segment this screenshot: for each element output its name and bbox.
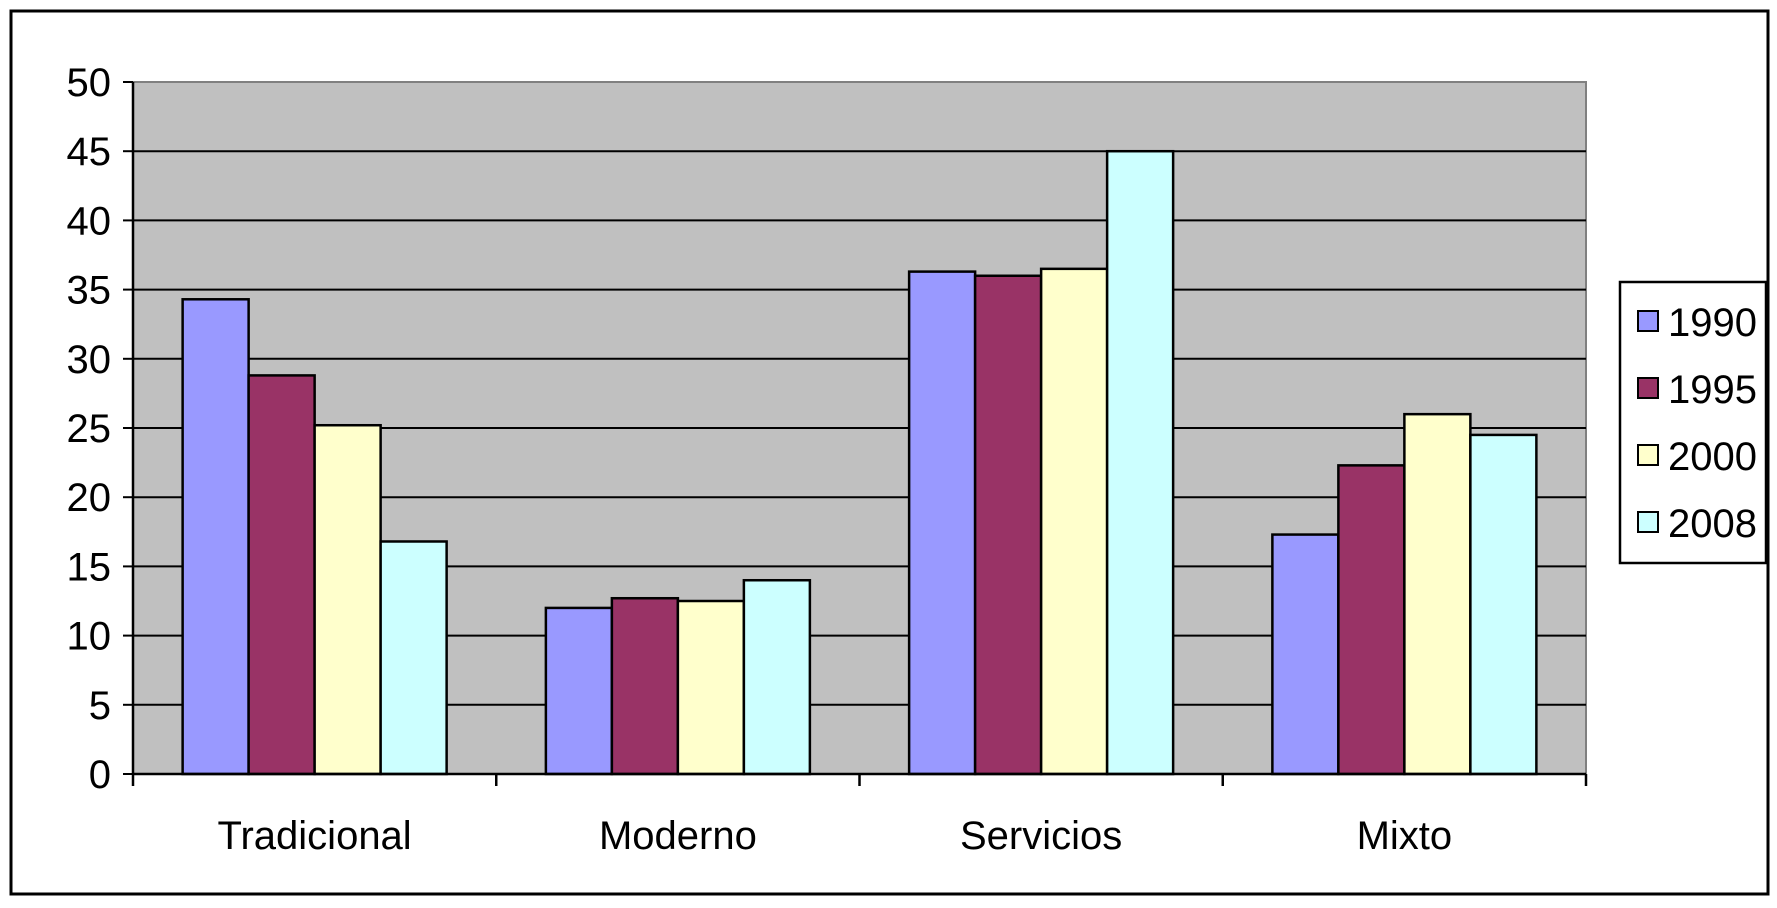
legend-label-2000: 2000 [1668,435,1757,479]
x-category-label: Tradicional [218,814,412,858]
y-tick-label: 0 [89,753,111,797]
bar-1995-tradicional [247,374,316,776]
legend-swatch-1995 [1637,377,1659,399]
bar-1990-mixto [1271,533,1340,776]
legend-swatch-1990 [1637,310,1659,332]
bar-2000-tradicional [313,423,382,776]
bar-2008-mixto [1469,433,1538,776]
y-tick-label: 20 [67,476,112,520]
bar-2000-servicios [1039,267,1109,776]
bar-1995-servicios [973,274,1043,776]
bar-2000-moderno [676,599,746,776]
bar-2008-tradicional [379,540,448,776]
y-tick-label: 40 [67,199,112,243]
legend-label-2008: 2008 [1668,502,1757,546]
bar-1990-servicios [907,270,977,776]
bar-2008-moderno [742,578,812,776]
y-tick-label: 35 [67,269,112,313]
axes: 0 5 10 15 20 25 30 35 40 45 50 Tradicional Moderno Se… [67,61,1588,858]
legend-label-1995: 1995 [1668,368,1757,412]
y-tick-label: 25 [67,407,112,451]
bars [181,149,1538,776]
bar-1995-moderno [610,596,680,776]
x-category-label: Servicios [960,814,1122,858]
y-tick-label: 30 [67,338,112,382]
legend-swatch-2008 [1637,511,1659,533]
y-tick-label: 15 [67,545,112,589]
bar-2008-servicios [1105,149,1175,776]
bar-1990-tradicional [181,298,250,776]
y-tick-label: 10 [67,615,112,659]
bar-1995-mixto [1337,464,1406,776]
y-tick-label: 5 [89,684,111,728]
y-tick-label: 50 [67,61,112,105]
y-tick-label: 45 [67,130,112,174]
legend-swatch-2000 [1637,444,1659,466]
bar-1990-moderno [544,606,614,776]
legend: 1990 1995 2000 2008 [1618,280,1768,565]
bar-2000-mixto [1403,412,1472,776]
legend-label-1990: 1990 [1668,301,1757,345]
x-category-label: Mixto [1357,814,1453,858]
x-category-label: Moderno [599,814,757,858]
